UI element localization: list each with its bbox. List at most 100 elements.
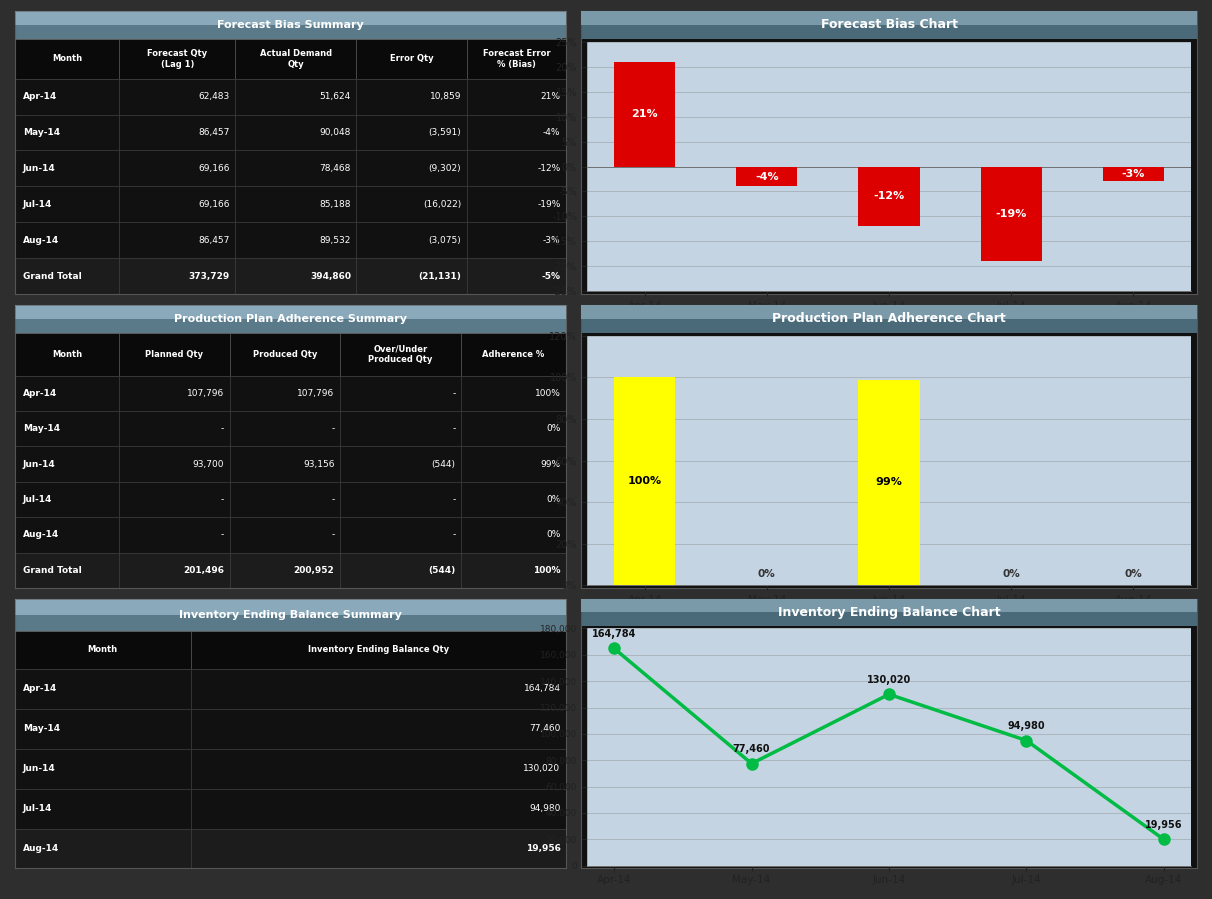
Bar [467,258,566,294]
Bar [15,631,191,669]
Bar [15,11,566,25]
Bar [467,115,566,150]
Bar [235,150,356,186]
Bar [119,258,235,294]
Text: -: - [452,388,456,397]
Text: Error Qty: Error Qty [390,55,434,64]
Text: (9,302): (9,302) [429,164,462,173]
Text: Apr-14: Apr-14 [23,388,57,397]
Bar [467,186,566,222]
Bar [229,553,339,588]
Bar [581,11,1197,25]
Bar [737,166,797,186]
Text: -5%: -5% [542,271,560,280]
Text: Jun-14: Jun-14 [23,164,56,173]
Text: 100%: 100% [533,565,560,574]
Bar [15,447,119,482]
Text: 0%: 0% [547,530,560,539]
Bar [581,11,1197,39]
Bar [15,599,566,631]
Text: Jul-14: Jul-14 [23,495,52,504]
Bar [235,222,356,258]
Text: 99%: 99% [875,477,903,487]
Bar [356,115,467,150]
Text: 164,784: 164,784 [591,629,636,639]
Bar [119,333,229,376]
Bar [119,517,229,553]
Text: 93,700: 93,700 [193,459,224,468]
Text: -4%: -4% [543,128,560,137]
Bar [235,186,356,222]
Text: Grand Total: Grand Total [23,271,81,280]
Bar [467,39,566,79]
Bar [467,150,566,186]
Bar [229,482,339,517]
Bar [15,376,119,411]
Text: -12%: -12% [874,191,904,201]
Bar [581,305,1197,333]
Text: Forecast Qty
(Lag 1): Forecast Qty (Lag 1) [147,49,207,68]
Bar [356,79,467,114]
Bar [119,186,235,222]
Text: Aug-14: Aug-14 [23,236,59,245]
Bar [119,222,235,258]
Text: May-14: May-14 [23,725,59,734]
Bar [15,115,119,150]
Text: May-14: May-14 [23,424,59,433]
Bar [15,553,119,588]
Bar [235,115,356,150]
Bar [462,376,566,411]
Text: (21,131): (21,131) [418,271,462,280]
Text: 107,796: 107,796 [297,388,335,397]
Text: Aug-14: Aug-14 [23,530,59,539]
Text: 19,956: 19,956 [1145,820,1183,830]
Bar [581,599,1197,612]
Bar [339,553,462,588]
Bar [15,305,566,333]
Bar [15,150,119,186]
Text: 21%: 21% [631,109,658,120]
Text: Inventory Ending Balance Summary: Inventory Ending Balance Summary [179,610,401,620]
Bar [15,829,191,868]
Bar [235,79,356,114]
Bar [356,186,467,222]
Bar [119,447,229,482]
Text: 394,860: 394,860 [310,271,351,280]
Bar [15,749,191,788]
Bar [229,447,339,482]
Bar [191,708,566,749]
Bar [191,829,566,868]
Bar [119,553,229,588]
Bar [119,39,235,79]
Bar [15,333,119,376]
Text: Grand Total: Grand Total [23,565,81,574]
Bar [15,788,191,829]
Bar [15,305,566,319]
Bar [356,258,467,294]
Text: May-14: May-14 [23,128,59,137]
Bar [15,39,119,79]
Bar [462,333,566,376]
Text: Forecast Bias Chart: Forecast Bias Chart [821,19,957,31]
Text: Planned Qty: Planned Qty [145,350,204,359]
Bar [235,39,356,79]
Bar [119,79,235,114]
Text: Aug-14: Aug-14 [23,844,59,853]
Bar [191,749,566,788]
Text: Over/Under
Produced Qty: Over/Under Produced Qty [368,344,433,364]
Text: 77,460: 77,460 [530,725,560,734]
Bar [981,166,1041,262]
Text: 201,496: 201,496 [183,565,224,574]
Bar [15,599,566,631]
Text: 130,020: 130,020 [867,675,911,685]
Text: 0%: 0% [547,495,560,504]
Bar [119,150,235,186]
Text: 10,859: 10,859 [430,93,462,102]
Text: 86,457: 86,457 [199,128,229,137]
Text: -: - [331,424,335,433]
Text: -3%: -3% [1121,169,1145,179]
Bar [15,79,119,114]
Bar [1103,166,1164,182]
Text: Actual Demand
Qty: Actual Demand Qty [259,49,332,68]
Text: Jul-14: Jul-14 [23,804,52,813]
